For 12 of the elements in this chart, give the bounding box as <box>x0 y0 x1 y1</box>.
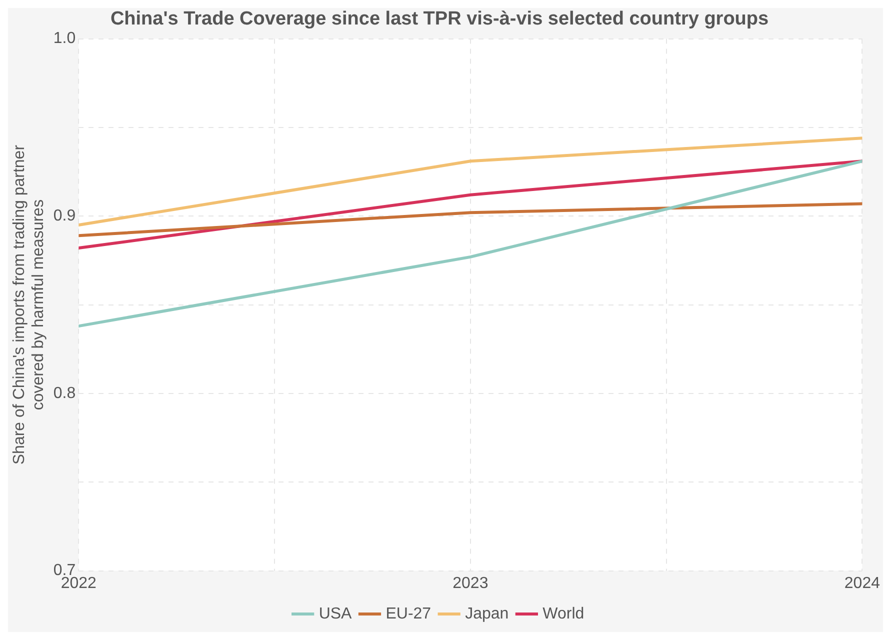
y-tick-label: 1.0 <box>53 30 76 48</box>
x-tick-label: 2022 <box>60 574 97 592</box>
x-tick-label: 2023 <box>452 574 488 592</box>
y-axis-title: Share of China's imports from trading partner covered by harmful measures <box>11 144 48 465</box>
legend-label: USA <box>318 605 352 622</box>
legend-label: Japan <box>465 605 509 622</box>
y-tick-label: 0.9 <box>53 208 76 225</box>
legend-label: EU-27 <box>386 605 432 622</box>
x-tick-label: 2024 <box>844 574 880 592</box>
y-tick-label: 0.8 <box>53 384 76 402</box>
legend-label: World <box>542 605 584 622</box>
chart-title: China's Trade Coverage since last TPR vis-à-vis selected country groups <box>110 8 769 30</box>
